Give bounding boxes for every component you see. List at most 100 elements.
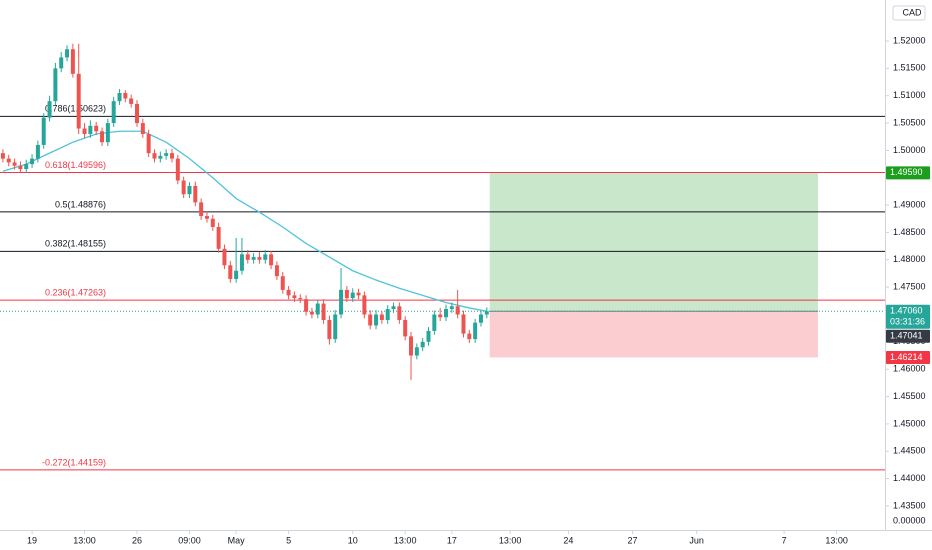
price-label-box <box>886 304 930 329</box>
x-tick-label: 26 <box>132 535 142 545</box>
candle-body <box>12 162 17 166</box>
price-label-box <box>886 350 930 364</box>
y-tick-label: 1.47500 <box>893 282 926 292</box>
candle-body <box>228 265 233 279</box>
y-tick-label: 1.51000 <box>893 90 926 100</box>
candle-body <box>327 319 332 340</box>
x-tick-label: 5 <box>286 535 291 545</box>
candle-body <box>473 322 478 340</box>
candle-body <box>53 68 58 102</box>
candle-body <box>315 303 320 315</box>
candle-body <box>461 314 466 334</box>
x-tick-label: 7 <box>782 535 787 545</box>
candle-body <box>59 57 64 69</box>
candle-body <box>129 98 134 104</box>
price-label: 1.46214 <box>890 352 923 362</box>
candle-body <box>24 164 29 170</box>
candle-body <box>216 226 221 249</box>
candle-body <box>88 125 93 135</box>
candle-body <box>245 254 250 260</box>
candle-body <box>100 131 105 143</box>
candle-body <box>30 158 35 165</box>
candle-body <box>140 123 145 135</box>
candle-body <box>374 314 379 326</box>
candle-body <box>18 165 23 170</box>
candle-body <box>70 49 75 74</box>
price-countdown: 03:31:36 <box>890 317 925 327</box>
candle-body <box>449 306 454 310</box>
y-tick-label: 1.43500 <box>893 500 926 510</box>
candle-body <box>181 180 186 195</box>
y-tick-label: 1.45500 <box>893 391 926 401</box>
candle-body <box>234 270 239 279</box>
candle-body <box>455 306 460 315</box>
y-tick-label: 1.46000 <box>893 364 926 374</box>
candle-body <box>385 309 390 320</box>
y-tick-label: 1.51500 <box>893 63 926 73</box>
price-label: 1.47060 <box>890 306 923 316</box>
candle-body <box>420 341 425 348</box>
x-tick-label: 27 <box>628 535 638 545</box>
currency-box[interactable] <box>892 5 926 21</box>
candle-body <box>484 311 489 315</box>
candle-body <box>41 117 46 145</box>
x-tick-label: 09:00 <box>178 535 201 545</box>
candle-body <box>135 103 140 124</box>
x-tick-label: 13:00 <box>499 535 522 545</box>
x-tick-label: 13:00 <box>394 535 417 545</box>
candle-body <box>76 73 81 129</box>
candle-body <box>286 289 291 296</box>
candle-body <box>257 257 262 260</box>
y-tick-label: 1.48000 <box>893 254 926 264</box>
candle-body <box>222 248 227 266</box>
candle-body <box>438 314 443 318</box>
y-tick-label: 1.50500 <box>893 117 926 127</box>
candle-body <box>146 134 151 154</box>
candle-body <box>239 254 244 271</box>
stop-zone <box>489 311 818 358</box>
candle-body <box>204 216 209 219</box>
y-tick-label: 1.45000 <box>893 418 926 428</box>
x-tick-label: 24 <box>563 535 573 545</box>
candle-body <box>309 311 314 315</box>
candle-body <box>403 319 408 337</box>
candle-body <box>6 158 11 163</box>
x-tick-label: 17 <box>447 535 457 545</box>
y-tick-label: 1.50000 <box>893 145 926 155</box>
candle-body <box>210 218 215 227</box>
price-label: 1.49590 <box>890 167 923 177</box>
candle-body <box>350 292 355 299</box>
plot-area: 0.786(1.50623) 0.618(1.49596) 0.5(1.48876)… <box>0 43 885 471</box>
candle-body <box>158 155 163 159</box>
candle-body <box>94 125 99 132</box>
candle-body <box>304 299 309 312</box>
candle-body <box>175 158 180 181</box>
candle-body <box>65 49 70 58</box>
candle-body <box>391 306 396 310</box>
y-tick-label: 1.49000 <box>893 199 926 209</box>
currency-label: CAD <box>902 7 922 17</box>
fib-label: 0.5(1.48876) <box>55 199 106 209</box>
y-tick-label: 1.52000 <box>893 35 926 45</box>
candle-body <box>362 295 367 315</box>
candle-body <box>432 314 437 331</box>
fib-label: 0.382(1.48155) <box>45 239 106 249</box>
candle-body <box>35 144 40 159</box>
candle-body <box>443 309 448 318</box>
candle-body <box>193 185 198 203</box>
candle-body <box>368 314 373 326</box>
candle-body <box>263 254 268 260</box>
candle-body <box>339 289 344 315</box>
candle-body <box>47 101 52 118</box>
candle-body <box>82 128 87 135</box>
candle-body <box>164 153 169 156</box>
y-tick-label: 1.48500 <box>893 227 926 237</box>
candle-body <box>414 347 419 356</box>
price-label-box <box>886 329 930 343</box>
candle-body <box>321 303 326 320</box>
candle-body <box>379 314 384 320</box>
candle-body <box>344 289 349 299</box>
price-label: 1.47041 <box>890 331 923 341</box>
y-tick-label: 1.44500 <box>893 446 926 456</box>
